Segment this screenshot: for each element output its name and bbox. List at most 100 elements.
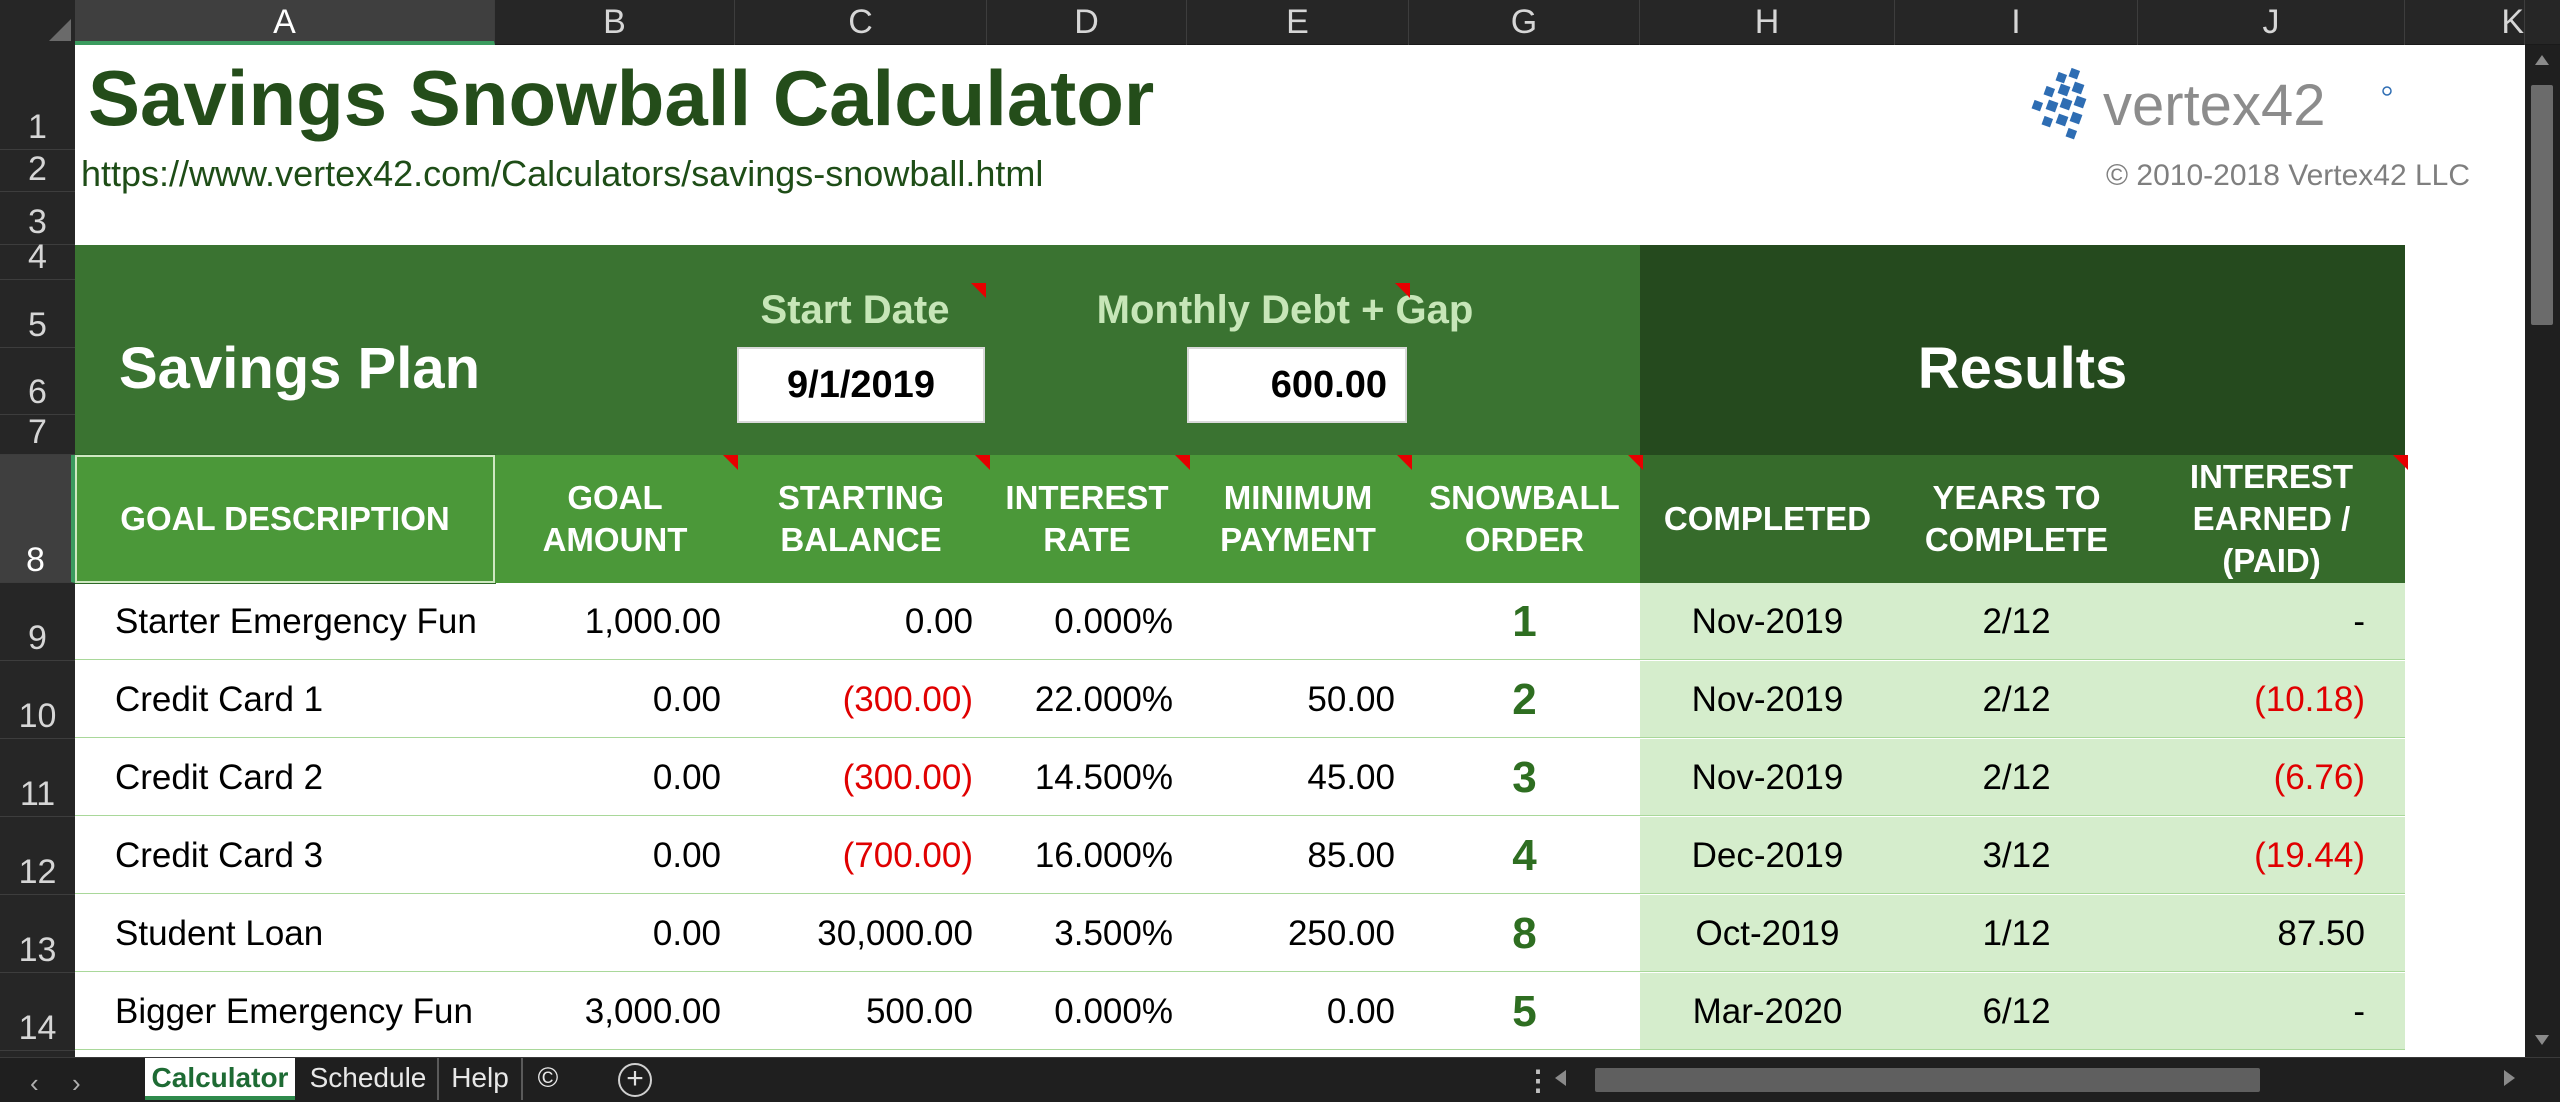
comment-indicator[interactable] [975, 455, 990, 470]
comment-indicator[interactable] [1397, 455, 1412, 470]
goal-amount-cell[interactable]: 3,000.00 [495, 973, 735, 1050]
years-to-complete-cell[interactable]: 2/12 [1895, 739, 2138, 816]
horizontal-scrollbar[interactable] [1555, 1064, 2515, 1096]
goal-amount-cell[interactable]: 1,000.00 [495, 583, 735, 660]
row-header-7[interactable]: 7 [0, 413, 75, 455]
comment-indicator[interactable] [723, 455, 738, 470]
header-starting-balance[interactable]: STARTING BALANCE [735, 455, 987, 583]
goal-description-cell[interactable]: Credit Card 3 [75, 817, 495, 894]
tab-split-handle[interactable]: ⋮ [1524, 1065, 1552, 1096]
column-header-h[interactable]: H [1640, 0, 1895, 45]
header-completed[interactable]: COMPLETED [1640, 455, 1895, 583]
column-header-g[interactable]: G [1409, 0, 1640, 45]
row-header-5[interactable]: 5 [0, 280, 75, 348]
row-header-14[interactable]: 14 [0, 973, 75, 1051]
goal-amount-cell[interactable]: 0.00 [495, 895, 735, 972]
column-header-d[interactable]: D [987, 0, 1187, 45]
comment-indicator[interactable] [971, 283, 986, 298]
years-to-complete-cell[interactable]: 1/12 [1895, 895, 2138, 972]
goal-amount-cell[interactable]: 0.00 [495, 739, 735, 816]
vertical-scrollbar[interactable] [2525, 45, 2560, 1057]
source-url[interactable]: https://www.vertex42.com/Calculators/sav… [81, 153, 1044, 194]
start-date-input[interactable]: 9/1/2019 [737, 347, 985, 423]
row-header-4[interactable]: 4 [0, 238, 75, 280]
snowball-order-cell[interactable]: 3 [1409, 739, 1640, 816]
interest-rate-cell[interactable]: 3.500% [987, 895, 1187, 972]
triangle-right-icon[interactable] [2504, 1070, 2515, 1086]
starting-balance-cell[interactable]: (300.00) [735, 739, 987, 816]
minimum-payment-cell[interactable] [1187, 583, 1409, 660]
row-header-13[interactable]: 13 [0, 895, 75, 973]
starting-balance-cell[interactable]: 0.00 [735, 583, 987, 660]
comment-indicator[interactable] [1628, 455, 1643, 470]
snowball-order-cell[interactable]: 1 [1409, 583, 1640, 660]
snowball-order-cell[interactable]: 8 [1409, 895, 1640, 972]
comment-indicator[interactable] [2393, 455, 2408, 470]
column-header-b[interactable]: B [495, 0, 735, 45]
horizontal-scroll-thumb[interactable] [1595, 1068, 2260, 1092]
snowball-order-cell[interactable]: 5 [1409, 973, 1640, 1050]
interest-earned-cell[interactable]: (6.76) [2138, 739, 2405, 816]
header-snowball-order[interactable]: SNOWBALL ORDER [1409, 455, 1640, 583]
years-to-complete-cell[interactable]: 3/12 [1895, 817, 2138, 894]
minimum-payment-cell[interactable]: 50.00 [1187, 661, 1409, 738]
triangle-left-icon[interactable] [1555, 1070, 1566, 1086]
column-header-k[interactable]: K [2405, 0, 2525, 45]
years-to-complete-cell[interactable]: 2/12 [1895, 661, 2138, 738]
completed-cell[interactable]: Mar-2020 [1640, 973, 1895, 1050]
interest-earned-cell[interactable]: 87.50 [2138, 895, 2405, 972]
interest-earned-cell[interactable]: (10.18) [2138, 661, 2405, 738]
goal-amount-cell[interactable]: 0.00 [495, 661, 735, 738]
completed-cell[interactable]: Nov-2019 [1640, 739, 1895, 816]
completed-cell[interactable]: Nov-2019 [1640, 661, 1895, 738]
row-header-3[interactable]: 3 [0, 192, 75, 245]
completed-cell[interactable]: Dec-2019 [1640, 817, 1895, 894]
starting-balance-cell[interactable]: (300.00) [735, 661, 987, 738]
header-interest-rate[interactable]: INTEREST RATE [987, 455, 1187, 583]
plus-circle-icon[interactable]: + [618, 1063, 652, 1097]
completed-cell[interactable]: Nov-2019 [1640, 583, 1895, 660]
column-header-c[interactable]: C [735, 0, 987, 45]
completed-cell[interactable]: Oct-2019 [1640, 895, 1895, 972]
interest-rate-cell[interactable]: 22.000% [987, 661, 1187, 738]
minimum-payment-cell[interactable]: 85.00 [1187, 817, 1409, 894]
vertex42-logo[interactable]: vertex42 [2015, 63, 2415, 153]
row-header-11[interactable]: 11 [0, 739, 75, 817]
select-all-corner[interactable] [0, 0, 75, 45]
starting-balance-cell[interactable]: 500.00 [735, 973, 987, 1050]
tab-copyright[interactable]: © [537, 1062, 559, 1093]
interest-rate-cell[interactable]: 0.000% [987, 973, 1187, 1050]
scroll-up-icon[interactable] [2535, 55, 2549, 65]
interest-earned-cell[interactable]: - [2138, 583, 2405, 660]
tab-scroll-left-icon[interactable]: ‹ [30, 1068, 39, 1098]
header-years-to-complete[interactable]: YEARS TO COMPLETE [1895, 455, 2138, 583]
tab-scroll-right-icon[interactable]: › [72, 1068, 81, 1098]
goal-description-cell[interactable]: Credit Card 2 [75, 739, 495, 816]
column-header-e[interactable]: E [1187, 0, 1409, 45]
scroll-down-icon[interactable] [2535, 1035, 2549, 1045]
vertical-scroll-thumb[interactable] [2531, 85, 2553, 325]
goal-description-cell[interactable]: Credit Card 1 [75, 661, 495, 738]
column-header-a[interactable]: A [75, 0, 495, 45]
years-to-complete-cell[interactable]: 2/12 [1895, 583, 2138, 660]
tab-schedule[interactable]: Schedule [299, 1058, 439, 1100]
interest-earned-cell[interactable]: - [2138, 973, 2405, 1050]
row-header-9[interactable]: 9 [0, 583, 75, 661]
snowball-order-cell[interactable]: 4 [1409, 817, 1640, 894]
column-header-j[interactable]: J [2138, 0, 2405, 45]
interest-rate-cell[interactable]: 0.000% [987, 583, 1187, 660]
row-header-1[interactable]: 1 [0, 45, 75, 150]
starting-balance-cell[interactable]: (700.00) [735, 817, 987, 894]
interest-rate-cell[interactable]: 14.500% [987, 739, 1187, 816]
goal-description-cell[interactable]: Student Loan [75, 895, 495, 972]
row-header-12[interactable]: 12 [0, 817, 75, 895]
comment-indicator[interactable] [1175, 455, 1190, 470]
monthly-debt-gap-input[interactable]: 600.00 [1187, 347, 1407, 423]
starting-balance-cell[interactable]: 30,000.00 [735, 895, 987, 972]
goal-description-cell[interactable]: Bigger Emergency Fun [75, 973, 495, 1050]
goal-description-cell[interactable]: Starter Emergency Fun [75, 583, 495, 660]
sheet-grid[interactable]: Savings Snowball Calculator https://www.… [75, 45, 2525, 1057]
column-header-i[interactable]: I [1895, 0, 2138, 45]
minimum-payment-cell[interactable]: 45.00 [1187, 739, 1409, 816]
header-minimum-payment[interactable]: MINIMUM PAYMENT [1187, 455, 1409, 583]
